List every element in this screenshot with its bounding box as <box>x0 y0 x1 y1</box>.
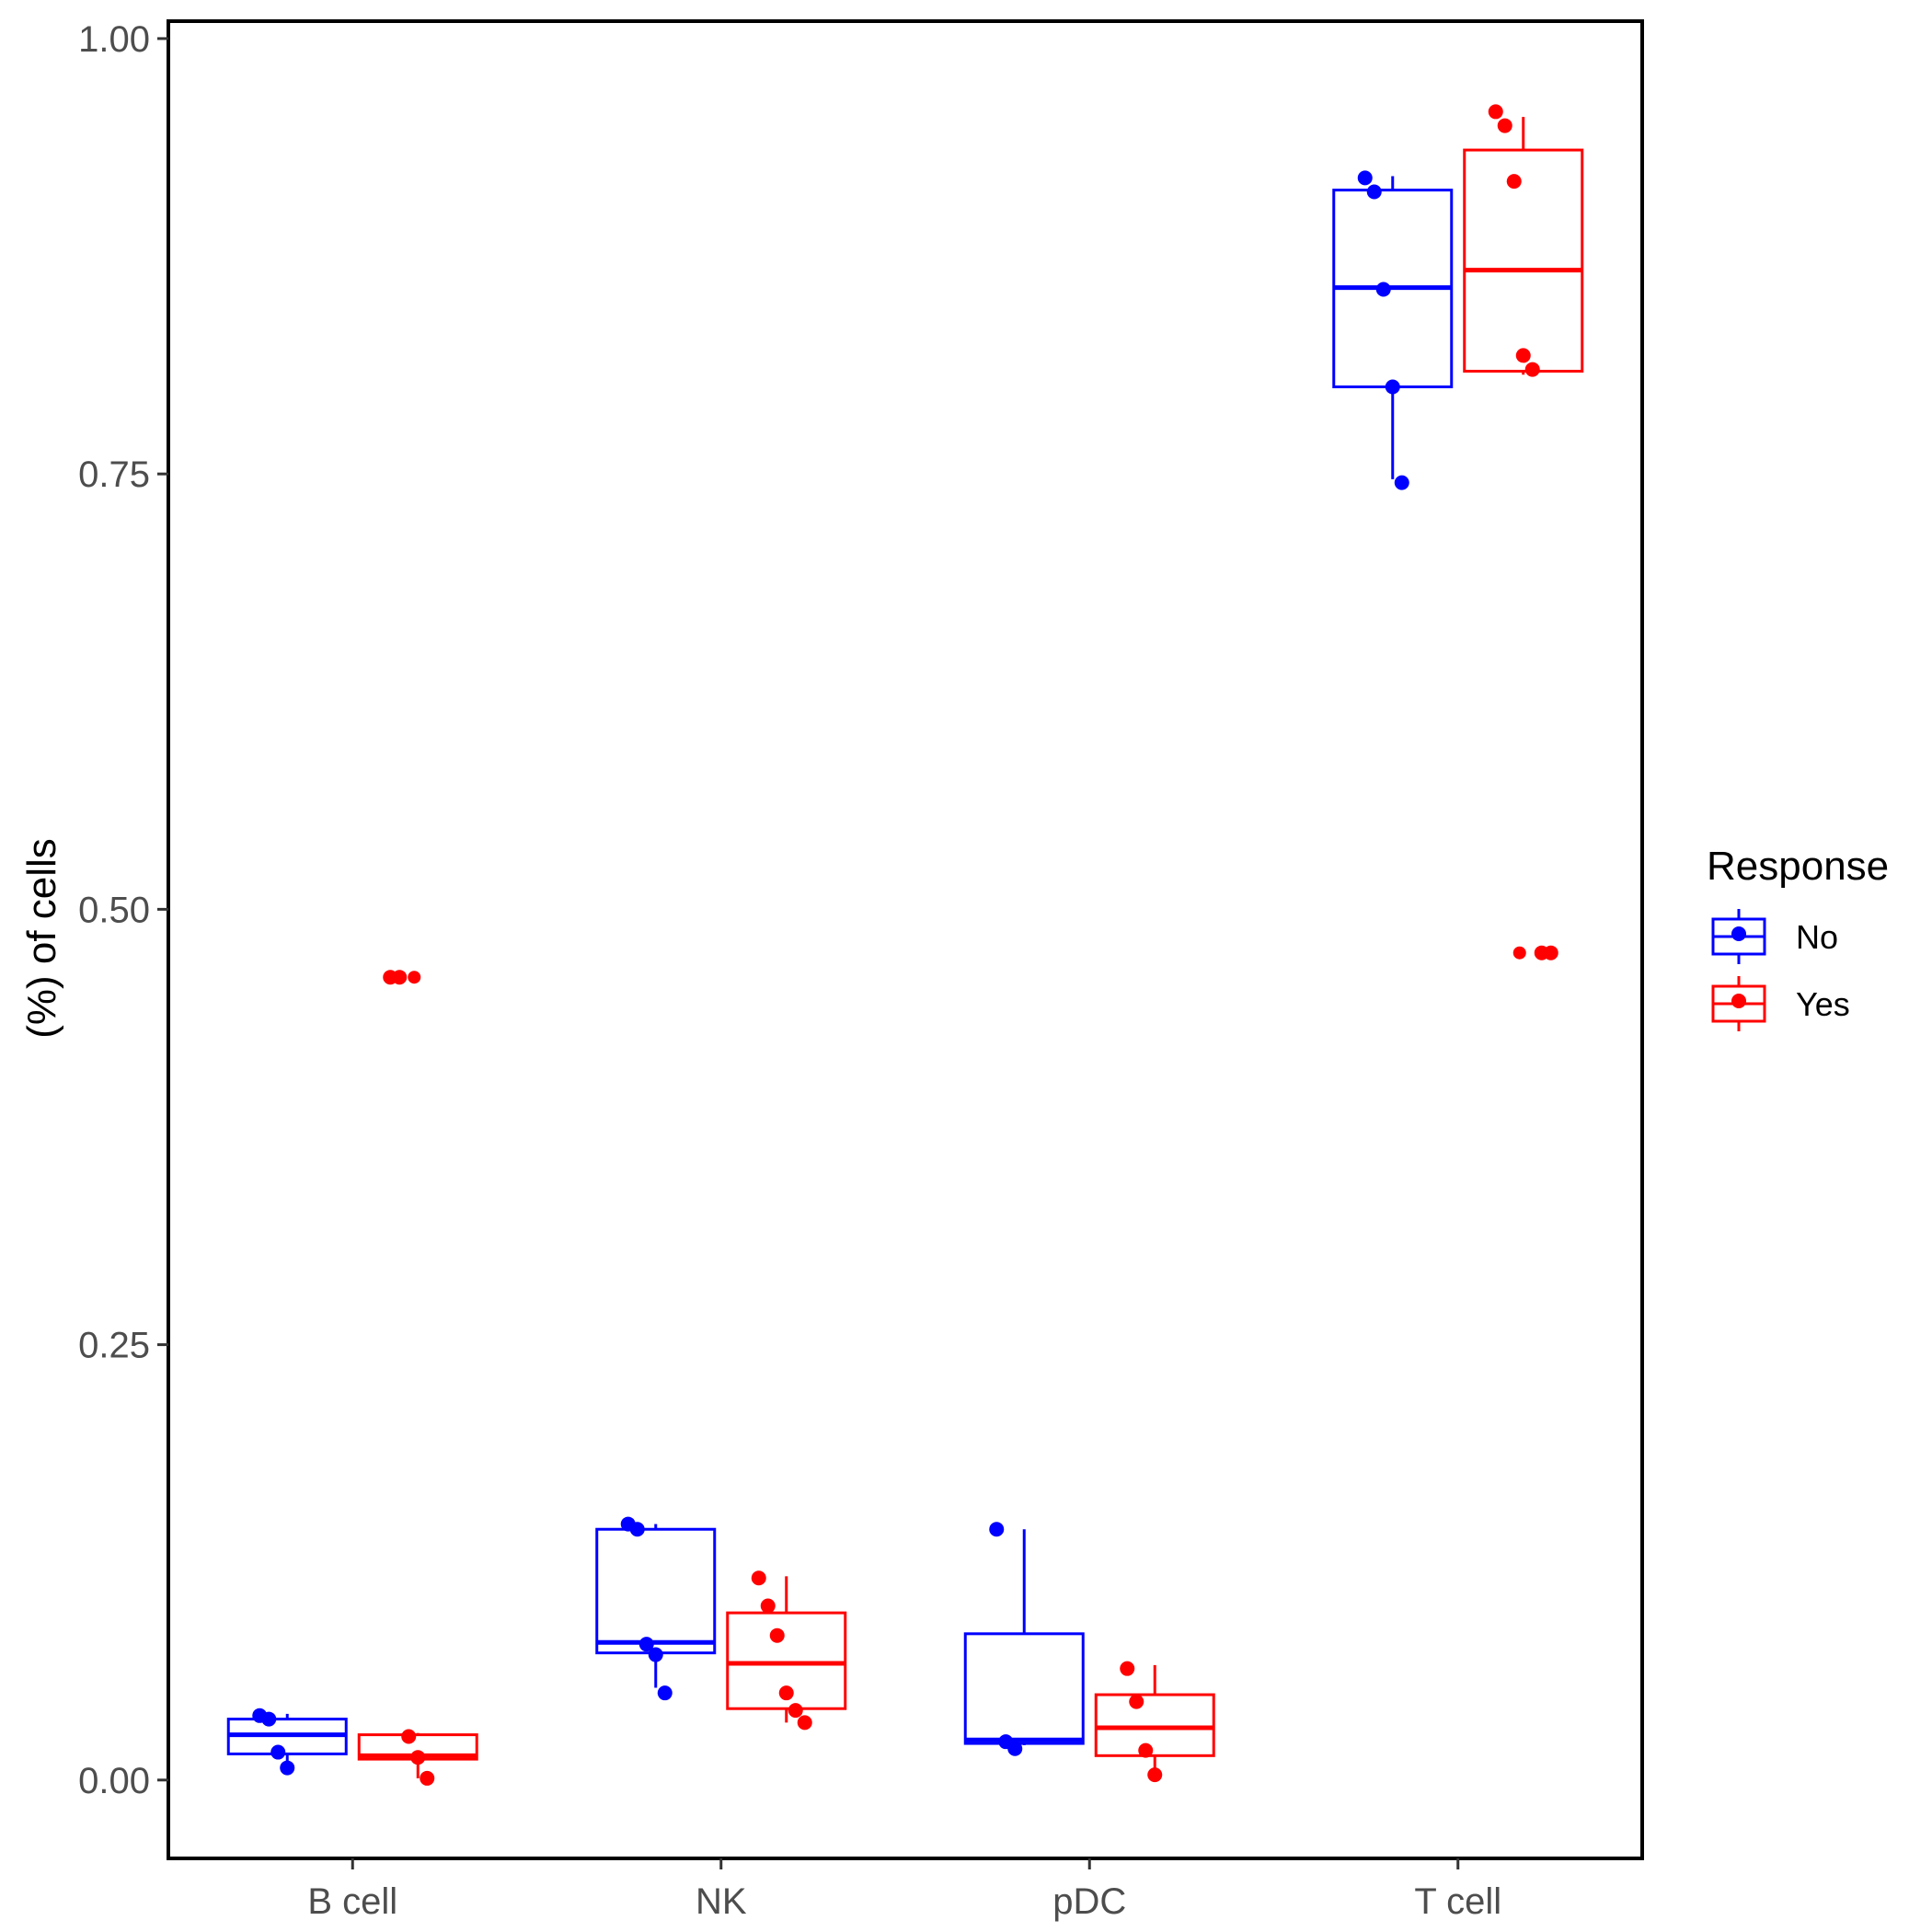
data-point <box>760 1598 776 1614</box>
data-point <box>797 1715 812 1731</box>
y-tick-label: 1.00 <box>78 19 150 60</box>
box-yes <box>357 1732 478 1778</box>
y-tick-label: 0.25 <box>78 1326 150 1366</box>
data-point <box>1138 1742 1154 1758</box>
legend-key-no <box>1711 909 1766 964</box>
data-point <box>1488 104 1503 120</box>
box-no <box>963 1529 1085 1745</box>
data-point <box>1497 118 1512 133</box>
data-point <box>648 1647 663 1662</box>
outlier-point <box>408 971 421 984</box>
box-body <box>1463 148 1584 373</box>
box-no <box>226 1713 348 1765</box>
data-point <box>1129 1694 1144 1709</box>
data-point <box>751 1570 766 1586</box>
data-point <box>1357 170 1373 186</box>
data-point <box>1385 379 1400 395</box>
data-point <box>1394 475 1409 490</box>
x-tick-label: pDC <box>1052 1881 1126 1922</box>
y-tick-label: 0.50 <box>78 890 150 930</box>
data-point <box>1120 1661 1135 1676</box>
x-tick-label: B cell <box>307 1881 397 1922</box>
legend-title: Response <box>1707 844 1889 889</box>
box-no <box>1332 176 1454 479</box>
data-point <box>1366 184 1382 200</box>
y-axis: 0.00 0.25 0.50 0.75 1.00 <box>78 19 168 1801</box>
x-tick-label: NK <box>696 1881 747 1922</box>
data-point <box>1007 1741 1023 1756</box>
plot-panel-border <box>167 19 1644 1860</box>
data-point <box>1147 1767 1163 1783</box>
legend-key-yes <box>1711 976 1766 1031</box>
data-point <box>1543 945 1558 960</box>
data-point <box>392 970 408 985</box>
data-point <box>788 1703 803 1719</box>
box-yes <box>1463 117 1584 375</box>
x-tick-label: T cell <box>1414 1881 1501 1922</box>
data-point <box>778 1685 794 1701</box>
chart-marks <box>226 104 1584 1786</box>
box-body <box>963 1632 1085 1745</box>
x-axis: B cell NK pDC T cell <box>307 1858 1501 1922</box>
data-point <box>420 1770 435 1786</box>
legend-key-point <box>1731 994 1746 1008</box>
data-point <box>401 1729 417 1744</box>
box-body <box>1094 1693 1215 1757</box>
data-point <box>261 1711 277 1727</box>
data-point <box>769 1627 785 1643</box>
data-point <box>1506 174 1522 190</box>
data-point <box>1375 282 1391 297</box>
legend-key-point <box>1731 926 1746 941</box>
y-tick-label: 0.75 <box>78 454 150 495</box>
legend-label-no: No <box>1796 918 1838 956</box>
data-point <box>1524 362 1540 377</box>
y-tick-label: 0.00 <box>78 1761 150 1801</box>
legend-label-yes: Yes <box>1796 985 1850 1023</box>
data-point <box>629 1522 645 1537</box>
box-yes <box>726 1576 847 1723</box>
data-point <box>989 1522 1005 1537</box>
series-no <box>226 170 1454 1776</box>
data-point <box>270 1744 286 1760</box>
data-point <box>280 1760 295 1776</box>
data-point <box>1515 348 1531 363</box>
box-yes <box>1094 1664 1215 1776</box>
box-no <box>595 1524 717 1688</box>
legend: Response No Yes <box>1707 844 1889 1031</box>
data-point <box>657 1685 673 1701</box>
data-point <box>638 1637 654 1652</box>
data-point <box>410 1750 426 1765</box>
series-yes <box>357 104 1584 1786</box>
outlier-point <box>1512 946 1526 960</box>
box-body <box>595 1527 717 1655</box>
y-axis-title: (%) of cells <box>19 838 64 1039</box>
